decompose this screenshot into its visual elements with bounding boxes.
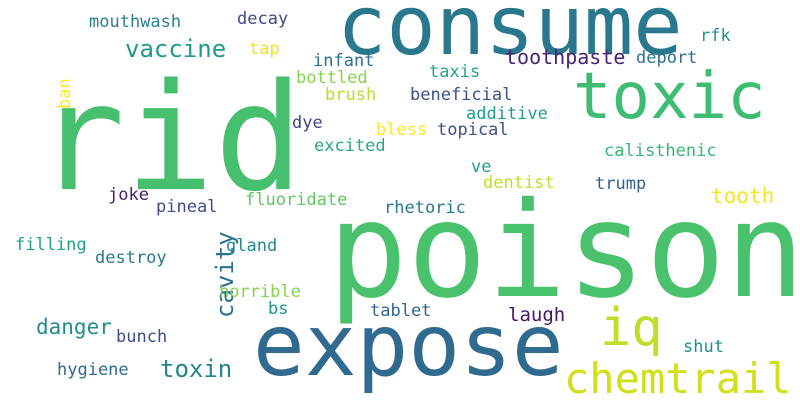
word-trump: trump <box>595 174 647 194</box>
word-destroy: destroy <box>95 248 167 268</box>
word-joke: joke <box>108 185 149 205</box>
word-dentist: dentist <box>483 173 555 193</box>
word-additive: additive <box>466 104 548 124</box>
word-toxin: toxin <box>160 355 233 383</box>
word-bunch: bunch <box>116 327 168 347</box>
word-filling: filling <box>15 235 87 255</box>
word-bs: bs <box>268 299 289 319</box>
word-laugh: laugh <box>508 304 566 326</box>
word-iq: iq <box>600 298 663 358</box>
word-danger: danger <box>36 315 112 339</box>
word-infant: infant <box>313 51 375 71</box>
word-excited: excited <box>314 136 386 156</box>
word-rid: rid <box>36 52 304 224</box>
word-rhetoric: rhetoric <box>384 198 466 218</box>
word-mouthwash: mouthwash <box>89 12 182 32</box>
word-calisthenic: calisthenic <box>604 141 717 161</box>
word-bless: bless <box>376 120 428 140</box>
word-tooth: tooth <box>711 184 775 208</box>
word-shut: shut <box>683 337 724 357</box>
word-vaccine: vaccine <box>125 35 227 63</box>
word-ve: ve <box>471 157 492 177</box>
word-horrible: horrible <box>219 282 301 302</box>
word-chemtrail: chemtrail <box>564 354 792 400</box>
word-decay: decay <box>237 9 289 29</box>
word-poison: poison <box>328 174 800 328</box>
word-rfk: rfk <box>700 26 731 46</box>
word-taxis: taxis <box>429 62 481 82</box>
word-pineal: pineal <box>156 197 218 217</box>
word-tap: tap <box>249 39 280 59</box>
word-topical: topical <box>437 120 509 140</box>
word-deport: deport <box>636 48 698 68</box>
word-toxic: toxic <box>573 60 766 134</box>
word-tablet: tablet <box>370 301 432 321</box>
word-hygiene: hygiene <box>57 360 129 380</box>
word-dye: dye <box>292 113 323 133</box>
word-bottled: bottled <box>296 68 368 88</box>
word-brush: brush <box>325 85 377 105</box>
word-toothpaste: toothpaste <box>505 45 626 69</box>
word-consume: consume <box>337 0 683 74</box>
word-ban: ban <box>55 78 75 109</box>
word-beneficial: beneficial <box>410 85 513 105</box>
word-gland: gland <box>226 236 278 256</box>
word-expose: expose <box>253 296 564 396</box>
word-fluoridate: fluoridate <box>245 190 348 210</box>
